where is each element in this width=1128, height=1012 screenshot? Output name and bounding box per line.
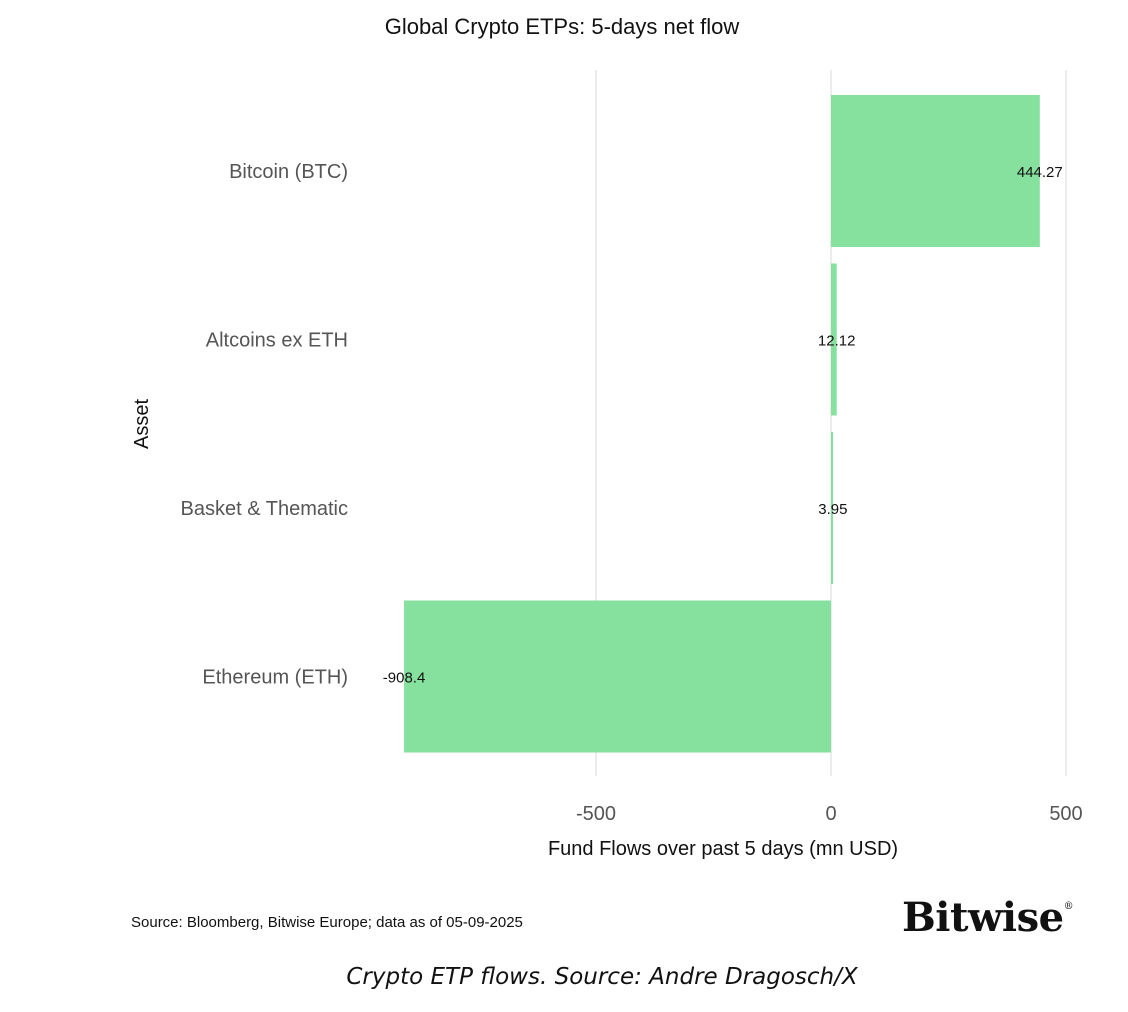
value-label: 444.27	[1017, 164, 1063, 181]
category-label: Basket & Thematic	[181, 498, 348, 520]
chart-title: Global Crypto ETPs: 5-days net flow	[384, 14, 740, 39]
bitwise-logo: Bitwise®	[902, 898, 1074, 938]
x-tick-label: 500	[1049, 803, 1082, 825]
bar	[831, 432, 833, 584]
image-caption: Crypto ETP flows. Source: Andre Dragosch…	[346, 964, 858, 990]
value-labels: 444.27 12.12 3.95 -908.4	[383, 164, 1063, 687]
brand-wordmark: Bitwise	[902, 894, 1064, 941]
bars	[404, 95, 1040, 753]
x-tick-labels: -500 0 500	[576, 803, 1083, 825]
category-label: Altcoins ex ETH	[206, 330, 348, 352]
source-note: Source: Bloomberg, Bitwise Europe; data …	[131, 914, 523, 931]
registered-mark: ®	[1063, 901, 1074, 912]
x-tick-label: -500	[576, 803, 616, 825]
bar	[831, 263, 837, 416]
value-label: 3.95	[818, 501, 847, 518]
value-label: 12.12	[818, 333, 856, 350]
category-label: Bitcoin (BTC)	[229, 161, 348, 183]
category-label: Ethereum (ETH)	[202, 667, 348, 689]
category-labels: Bitcoin (BTC) Altcoins ex ETH Basket & The…	[181, 161, 348, 689]
bar	[831, 95, 1040, 247]
x-axis-title: Fund Flows over past 5 days (mn USD)	[548, 838, 898, 860]
value-label: -908.4	[383, 670, 426, 687]
bar	[404, 600, 831, 753]
y-axis-title: Asset	[131, 399, 153, 449]
x-tick-label: 0	[825, 803, 836, 825]
